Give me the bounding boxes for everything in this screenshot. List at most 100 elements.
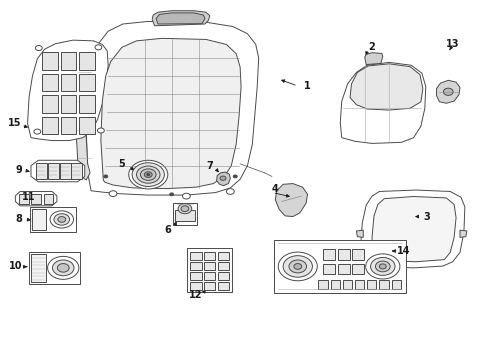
Bar xyxy=(79,74,95,91)
Bar xyxy=(61,95,76,113)
Text: 15: 15 xyxy=(8,118,21,128)
Bar xyxy=(175,210,195,221)
Bar xyxy=(42,117,58,134)
Bar xyxy=(190,252,201,260)
Bar xyxy=(218,272,229,280)
Bar xyxy=(323,264,335,274)
Bar xyxy=(343,280,352,289)
Polygon shape xyxy=(27,40,108,140)
Text: 6: 6 xyxy=(165,225,171,235)
Circle shape xyxy=(54,214,70,225)
Polygon shape xyxy=(365,53,383,64)
Circle shape xyxy=(443,88,453,95)
Text: 2: 2 xyxy=(368,42,375,51)
Polygon shape xyxy=(31,160,85,182)
Bar xyxy=(274,240,406,293)
Bar xyxy=(190,272,201,280)
Bar xyxy=(355,280,364,289)
Bar xyxy=(218,262,229,270)
Bar xyxy=(204,272,215,280)
Circle shape xyxy=(57,264,69,272)
Text: 4: 4 xyxy=(272,184,279,194)
Bar xyxy=(323,249,335,260)
Circle shape xyxy=(137,166,160,183)
Circle shape xyxy=(104,175,108,178)
Circle shape xyxy=(294,264,302,269)
Bar xyxy=(30,207,76,232)
Circle shape xyxy=(129,160,168,189)
Polygon shape xyxy=(275,184,308,217)
Polygon shape xyxy=(356,230,363,237)
Bar xyxy=(42,52,58,69)
Bar xyxy=(79,52,95,69)
Polygon shape xyxy=(437,80,460,103)
Bar xyxy=(31,253,46,282)
Polygon shape xyxy=(86,22,259,195)
Polygon shape xyxy=(15,192,57,206)
Polygon shape xyxy=(350,64,423,110)
Circle shape xyxy=(98,128,104,133)
Bar xyxy=(42,95,58,113)
Bar xyxy=(352,264,364,274)
Circle shape xyxy=(58,217,66,222)
Circle shape xyxy=(109,191,117,197)
Circle shape xyxy=(289,260,307,273)
Bar xyxy=(42,74,58,91)
Circle shape xyxy=(147,174,150,176)
Circle shape xyxy=(182,193,190,199)
Polygon shape xyxy=(156,13,205,24)
Text: 11: 11 xyxy=(22,192,36,202)
Bar xyxy=(79,117,95,134)
Circle shape xyxy=(132,163,164,186)
Bar xyxy=(318,280,328,289)
Circle shape xyxy=(50,211,74,228)
Bar xyxy=(204,282,215,290)
Circle shape xyxy=(370,257,395,275)
Text: 10: 10 xyxy=(9,261,22,271)
Circle shape xyxy=(178,204,192,214)
Bar xyxy=(367,280,376,289)
Circle shape xyxy=(170,193,173,196)
Circle shape xyxy=(220,176,226,180)
Text: 1: 1 xyxy=(304,81,311,91)
Polygon shape xyxy=(76,45,93,180)
Bar xyxy=(36,163,47,179)
Bar xyxy=(204,252,215,260)
Circle shape xyxy=(226,189,234,194)
Bar xyxy=(31,194,41,204)
Text: 14: 14 xyxy=(397,246,411,256)
Text: 5: 5 xyxy=(119,159,125,169)
Bar xyxy=(331,280,340,289)
Circle shape xyxy=(48,256,79,279)
Text: 8: 8 xyxy=(16,214,23,224)
Bar xyxy=(61,74,76,91)
Bar xyxy=(60,163,71,179)
Bar xyxy=(338,249,349,260)
Polygon shape xyxy=(152,11,210,26)
Polygon shape xyxy=(217,172,230,186)
Bar xyxy=(29,252,80,284)
Text: 7: 7 xyxy=(206,161,213,171)
Bar xyxy=(218,282,229,290)
Circle shape xyxy=(366,254,400,279)
Polygon shape xyxy=(372,197,456,262)
Polygon shape xyxy=(460,230,467,237)
Circle shape xyxy=(52,260,74,276)
Text: 9: 9 xyxy=(16,165,23,175)
Bar xyxy=(61,117,76,134)
Circle shape xyxy=(379,264,386,269)
Bar xyxy=(379,280,389,289)
Bar xyxy=(61,52,76,69)
Circle shape xyxy=(145,172,152,177)
Bar xyxy=(187,248,232,292)
Polygon shape xyxy=(340,62,426,143)
Bar xyxy=(19,194,29,204)
Polygon shape xyxy=(101,39,241,189)
Circle shape xyxy=(283,256,313,277)
Bar xyxy=(44,194,53,204)
Circle shape xyxy=(278,252,318,281)
Bar xyxy=(32,209,46,230)
Bar xyxy=(218,252,229,260)
Bar xyxy=(392,280,401,289)
Circle shape xyxy=(34,129,41,134)
